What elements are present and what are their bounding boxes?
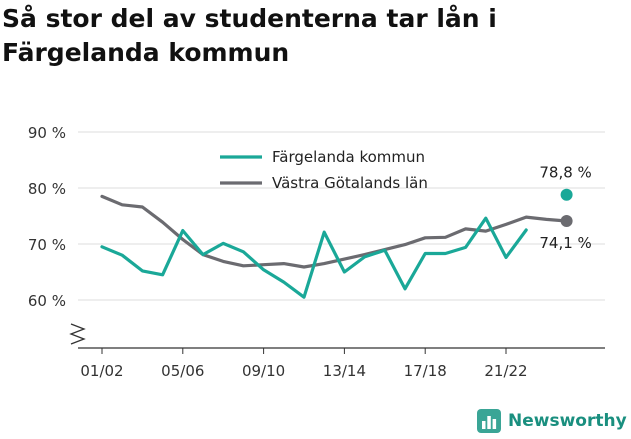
newsworthy-logo-icon [477, 409, 501, 433]
series-line-vastra-gotaland [100, 194, 569, 269]
series-end-point [560, 215, 573, 228]
x-tick-label: 05/06 [161, 362, 204, 380]
y-tick-label: 90 % [28, 124, 66, 142]
x-tick-label: 01/02 [80, 362, 123, 380]
series-end-point [560, 188, 573, 201]
x-tick-label: 13/14 [323, 362, 366, 380]
x-tick-label: 17/18 [404, 362, 447, 380]
legend-label: Västra Götalands län [272, 174, 428, 192]
brand: Newsworthy [476, 406, 627, 436]
series-line-fargelanda [102, 195, 567, 298]
grid [78, 131, 605, 301]
y-tick-label: 60 % [28, 292, 66, 310]
y-tick-label: 70 % [28, 236, 66, 254]
x-tick-label: 21/22 [484, 362, 527, 380]
y-tick-label: 80 % [28, 180, 66, 198]
end-label-fargelanda: 78,8 % [539, 164, 591, 182]
legend: Färgelanda kommun Västra Götalands län [220, 148, 428, 192]
end-label-vastra-gotaland: 74,1 % [539, 234, 591, 252]
axes: 60 % 70 % 80 % 90 % 01/02 05/06 09/10 13/14 17/1… [28, 124, 605, 380]
x-tick-label: 09/10 [242, 362, 285, 380]
chart-title: Så stor del av studenterna tar lån i Fär… [2, 4, 497, 67]
end-labels: 78,8 % 74,1 % [539, 164, 591, 252]
axis-break-icon [69, 323, 86, 345]
brand-name: Newsworthy [508, 411, 627, 431]
legend-label: Färgelanda kommun [272, 148, 425, 166]
series-lines [100, 188, 573, 298]
